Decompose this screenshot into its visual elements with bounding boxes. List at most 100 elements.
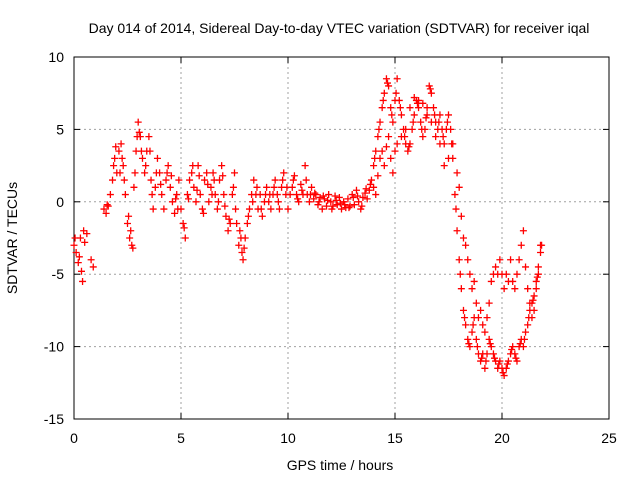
data-point (468, 285, 476, 293)
data-point (135, 128, 143, 136)
data-point (502, 270, 510, 278)
data-point (239, 256, 247, 264)
data-point (393, 140, 401, 148)
data-point (267, 205, 275, 213)
data-point (103, 201, 111, 209)
x-tick-label: 20 (494, 430, 510, 446)
data-point (500, 285, 508, 293)
data-point (180, 224, 188, 232)
data-point (483, 314, 491, 322)
data-point (294, 195, 302, 203)
data-point (213, 205, 221, 213)
data-point (459, 234, 467, 242)
data-point (431, 111, 439, 119)
data-point (415, 104, 423, 112)
data-point (391, 147, 399, 155)
data-point (415, 96, 423, 104)
data-point (221, 202, 229, 210)
data-point (127, 227, 135, 235)
data-point (308, 183, 316, 191)
data-point (241, 234, 249, 242)
data-point (423, 111, 431, 119)
data-point (385, 133, 393, 141)
data-point (481, 328, 489, 336)
data-point (393, 75, 401, 83)
data-point (365, 186, 373, 194)
data-point (181, 234, 189, 242)
data-point (293, 191, 301, 199)
data-point (522, 263, 530, 271)
data-point (526, 299, 534, 307)
data-point (274, 198, 282, 206)
data-point (445, 154, 452, 162)
data-point (432, 133, 440, 141)
data-point (533, 273, 541, 281)
data-point (231, 169, 238, 177)
data-point (89, 263, 97, 271)
data-point (186, 176, 194, 184)
data-point (532, 277, 540, 285)
data-point (160, 205, 168, 213)
data-point (152, 169, 160, 177)
data-point (466, 270, 474, 278)
data-point (201, 176, 209, 184)
data-point (87, 256, 95, 264)
data-point (228, 191, 236, 199)
data-point (235, 241, 243, 249)
data-point (327, 198, 335, 206)
data-point (537, 248, 545, 256)
data-point (338, 205, 345, 213)
data-point (453, 227, 461, 235)
data-point (142, 162, 150, 170)
data-point (464, 335, 472, 343)
data-point (257, 205, 265, 213)
data-point (515, 256, 523, 264)
data-point (405, 143, 413, 151)
data-point (302, 176, 310, 184)
data-point (125, 212, 133, 220)
data-point (380, 89, 388, 97)
data-point (210, 176, 218, 184)
data-point (316, 193, 324, 201)
data-point (131, 169, 139, 177)
data-point (332, 196, 340, 204)
data-point (289, 176, 297, 184)
data-point (512, 354, 520, 362)
data-point (183, 191, 191, 199)
data-point (75, 253, 83, 261)
y-tick-label: -15 (44, 411, 64, 427)
data-point (408, 125, 416, 133)
data-point (462, 241, 470, 249)
data-point (129, 244, 137, 252)
data-point (423, 104, 431, 112)
data-point (138, 154, 146, 162)
data-point (372, 147, 380, 155)
data-point (280, 169, 288, 177)
data-point (70, 241, 78, 249)
data-point (77, 267, 85, 275)
data-point (478, 354, 486, 362)
data-point (517, 241, 525, 249)
data-point (119, 162, 127, 170)
data-point (410, 94, 418, 102)
data-point (358, 202, 366, 210)
data-point (179, 220, 187, 228)
data-point (249, 198, 257, 206)
data-point (333, 201, 341, 209)
data-point (323, 202, 331, 210)
data-point (174, 205, 182, 213)
data-point (452, 205, 460, 213)
data-point (245, 205, 253, 213)
data-point (81, 238, 89, 246)
data-point (80, 227, 88, 235)
data-point (376, 118, 384, 126)
data-point (410, 111, 418, 119)
data-point (346, 202, 354, 210)
data-point (188, 169, 196, 177)
data-point (392, 89, 400, 97)
data-point (265, 198, 273, 206)
data-point (508, 345, 516, 353)
data-point (167, 172, 175, 180)
data-point (511, 350, 519, 358)
data-point (205, 198, 213, 206)
